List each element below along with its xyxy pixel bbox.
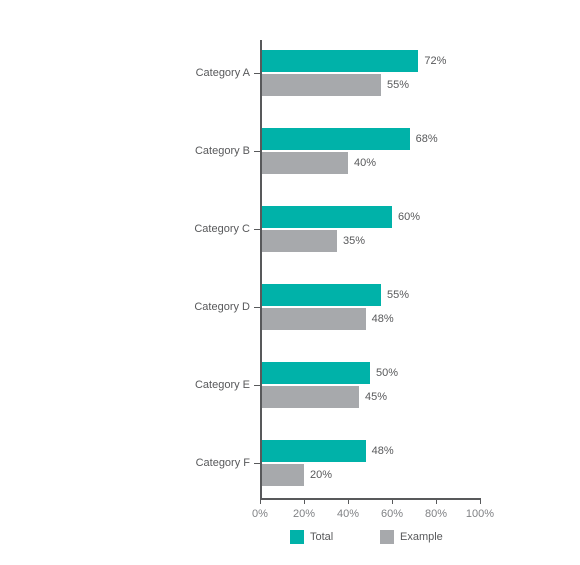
value-label: 55% <box>387 289 409 301</box>
value-label: 35% <box>343 235 365 247</box>
y-tick <box>254 229 260 230</box>
bar-s2 <box>262 230 337 252</box>
category-label: Category A <box>160 67 250 79</box>
value-label: 60% <box>398 211 420 223</box>
y-tick <box>254 385 260 386</box>
bar-s2 <box>262 308 366 330</box>
x-tick <box>392 498 393 504</box>
x-tick <box>348 498 349 504</box>
horizontal-bar-chart: 0% 20% 40% 60% 80% 100% Category A 72% 55% Catego… <box>0 0 580 565</box>
value-label: 40% <box>354 157 376 169</box>
bar-s2 <box>262 464 304 486</box>
x-tick-label: 100% <box>466 508 494 520</box>
value-label: 50% <box>376 367 398 379</box>
bar-s1 <box>262 362 370 384</box>
y-tick <box>254 307 260 308</box>
value-label: 55% <box>387 79 409 91</box>
value-label: 68% <box>416 133 438 145</box>
x-tick <box>436 498 437 504</box>
value-label: 48% <box>372 445 394 457</box>
bar-s1 <box>262 440 366 462</box>
category-label: Category C <box>160 223 250 235</box>
bar-s2 <box>262 74 381 96</box>
x-tick-label: 80% <box>425 508 447 520</box>
x-tick-label: 20% <box>293 508 315 520</box>
bar-s1 <box>262 206 392 228</box>
bar-s1 <box>262 50 418 72</box>
bar-s1 <box>262 128 410 150</box>
legend-item: Total <box>290 530 333 544</box>
category-label: Category F <box>160 457 250 469</box>
y-tick <box>254 463 260 464</box>
bar-s2 <box>262 152 348 174</box>
value-label: 72% <box>424 55 446 67</box>
legend-label: Total <box>310 531 333 543</box>
legend-item: Example <box>380 530 443 544</box>
x-tick-label: 40% <box>337 508 359 520</box>
bar-s1 <box>262 284 381 306</box>
category-label: Category D <box>160 301 250 313</box>
bar-s2 <box>262 386 359 408</box>
x-axis <box>260 498 480 500</box>
x-tick <box>260 498 261 504</box>
y-tick <box>254 151 260 152</box>
x-tick <box>304 498 305 504</box>
value-label: 20% <box>310 469 332 481</box>
category-label: Category B <box>160 145 250 157</box>
legend-swatch <box>380 530 394 544</box>
value-label: 45% <box>365 391 387 403</box>
x-tick-label: 60% <box>381 508 403 520</box>
x-tick-label: 0% <box>252 508 268 520</box>
legend-swatch <box>290 530 304 544</box>
category-label: Category E <box>160 379 250 391</box>
value-label: 48% <box>372 313 394 325</box>
y-tick <box>254 73 260 74</box>
y-axis <box>260 40 262 498</box>
legend-label: Example <box>400 531 443 543</box>
x-tick <box>480 498 481 504</box>
